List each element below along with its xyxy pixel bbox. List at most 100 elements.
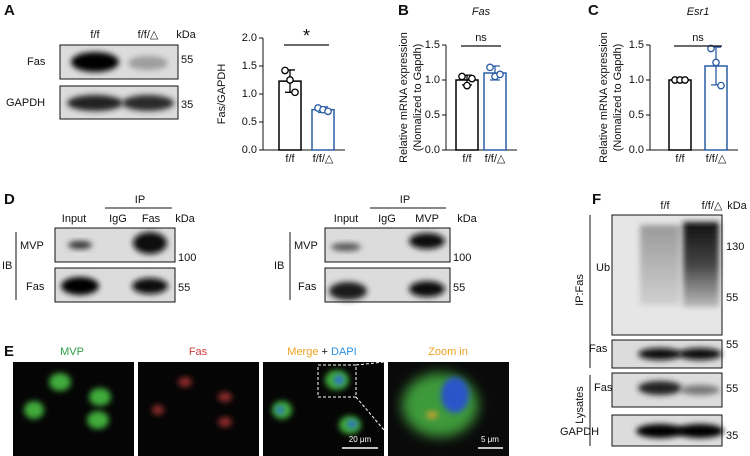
x-tick-label: f/f <box>285 153 295 165</box>
marker-label: 55 <box>726 292 738 304</box>
data-point <box>496 70 504 79</box>
data-point <box>486 63 494 72</box>
cell <box>87 411 109 429</box>
band <box>409 233 445 249</box>
nucleus <box>276 406 284 414</box>
channel-label: MVP <box>60 346 84 358</box>
x-tick-label: f/f <box>462 153 472 165</box>
channel-label: Fas <box>189 346 208 358</box>
marker-label: 55 <box>726 383 738 395</box>
band <box>676 424 724 438</box>
panel-letter: A <box>4 2 15 19</box>
y-axis-label: Fas/GAPDH <box>216 64 228 125</box>
bar <box>483 72 507 151</box>
label-part: + <box>322 346 328 358</box>
cell <box>49 373 71 391</box>
y-tick-label: 0.0 <box>425 144 440 156</box>
band <box>329 282 367 300</box>
lane-label: IgG <box>378 213 396 225</box>
y-axis-label: (Nomalized to Gapdh) <box>412 44 424 152</box>
nucleus <box>441 377 469 413</box>
row-label: Fas <box>594 382 613 394</box>
cell <box>89 388 111 406</box>
lysate-label: Lysates <box>574 386 586 424</box>
blot-d-right: IP Input IgG MVP kDa MVP Fas IB 100 55 <box>274 194 478 303</box>
data-point <box>463 81 471 90</box>
row-label: Fas <box>298 281 317 293</box>
colocalization <box>426 411 438 419</box>
lane-label: Fas <box>142 213 161 225</box>
blot-f: f/f f/f/△ kDa IP:Fas Lysates Ub Fas Fas … <box>560 200 748 447</box>
band <box>331 243 361 251</box>
y-axis-label: Relative mRNA expression <box>598 32 610 163</box>
marker-label: 100 <box>453 252 471 264</box>
data-point <box>324 107 332 116</box>
data-point <box>717 81 725 90</box>
cell <box>152 405 164 415</box>
band <box>678 348 722 360</box>
marker-label: 100 <box>178 252 196 264</box>
significance-label: ns <box>692 32 704 44</box>
ip-label: IP <box>400 194 410 206</box>
blot-d-left: IP Input IgG Fas kDa MVP Fas IB 100 55 <box>2 194 196 303</box>
panel-letter: C <box>588 2 599 19</box>
chart-title: Esr1 <box>687 6 710 18</box>
panel-e: MVP Fas Merge + DAPI Zoom in 20 μm 5 μm <box>13 346 509 456</box>
cell <box>218 392 232 402</box>
y-tick-label: 2.0 <box>242 32 257 44</box>
row-label: Fas <box>589 343 608 355</box>
nucleus <box>334 375 344 385</box>
row-label: Fas <box>26 281 45 293</box>
bar <box>311 108 335 151</box>
lane-label: IgG <box>109 213 127 225</box>
data-point <box>681 76 689 84</box>
row-label: GAPDH <box>6 97 45 109</box>
data-point <box>458 72 466 81</box>
marker-label: 55 <box>178 282 190 294</box>
label-part: Merge <box>287 346 318 358</box>
row-label: Fas <box>27 56 46 68</box>
lane-label: Input <box>334 213 358 225</box>
unit-label: kDa <box>175 213 195 225</box>
bar <box>455 79 479 151</box>
panel-letter: D <box>4 191 15 208</box>
ib-label: IB <box>274 260 284 272</box>
x-tick-label: f/f/△ <box>706 153 727 165</box>
nucleus <box>347 420 357 428</box>
x-tick-label: f/f/△ <box>485 153 506 165</box>
marker-label: 35 <box>181 99 193 111</box>
marker-label: 55 <box>453 282 465 294</box>
channel-label: Merge + DAPI <box>287 346 356 358</box>
data-point <box>468 74 476 83</box>
lane-label: f/f/△ <box>138 29 159 41</box>
y-tick-label: 0.5 <box>242 116 257 128</box>
unit-label: kDa <box>457 213 477 225</box>
band <box>638 348 682 360</box>
band <box>680 385 720 395</box>
x-tick-label: f/f <box>675 153 685 165</box>
row-label: Ub <box>596 262 610 274</box>
lane-label: Input <box>62 213 86 225</box>
band <box>71 52 119 72</box>
cell <box>218 417 232 427</box>
x-tick-label: f/f/△ <box>313 153 334 165</box>
ip-label: IP <box>135 194 145 206</box>
y-axis-label: (Nomalized to Gapdh) <box>612 44 624 152</box>
data-point <box>291 88 299 97</box>
smear <box>683 222 719 307</box>
y-tick-label: 1.5 <box>425 39 440 51</box>
marker-label: 55 <box>181 54 193 66</box>
bar <box>668 79 692 151</box>
data-point <box>707 44 715 53</box>
band <box>122 95 174 111</box>
band <box>638 381 682 395</box>
y-tick-label: 1.0 <box>629 74 644 86</box>
panel-letter: B <box>398 2 409 19</box>
channel-label: Zoom in <box>428 346 468 358</box>
y-tick-label: 1.0 <box>425 74 440 86</box>
row-label: MVP <box>294 240 318 252</box>
row-label: MVP <box>20 240 44 252</box>
marker-label: 55 <box>726 339 738 351</box>
ip-label: IP:Fas <box>574 274 586 306</box>
